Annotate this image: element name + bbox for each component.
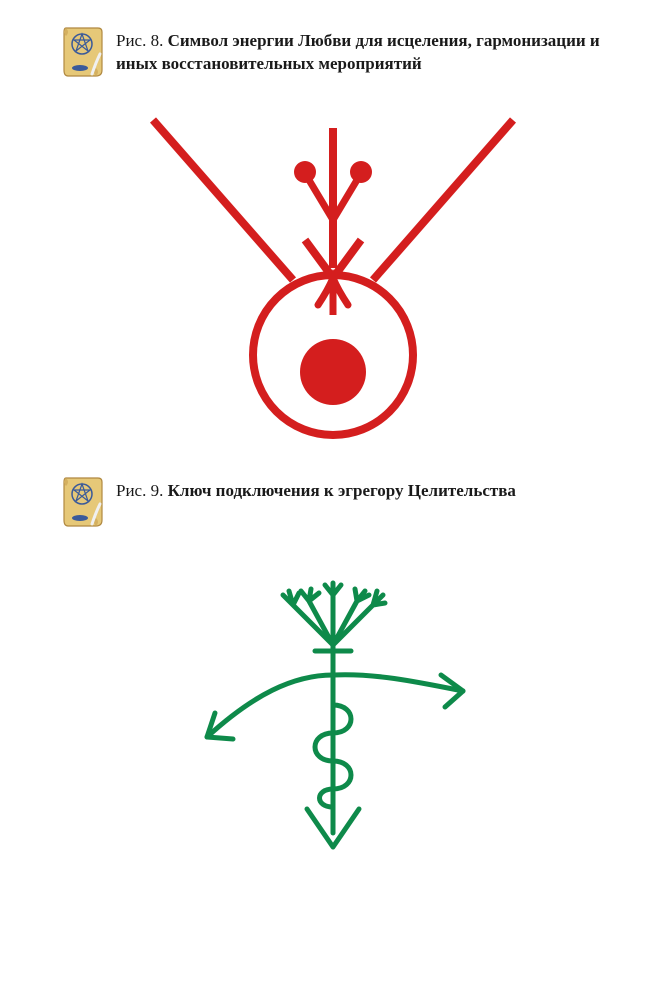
figure-2 bbox=[0, 560, 666, 890]
caption-1-text: Рис. 8. Символ энергии Любви для исцелен… bbox=[116, 30, 606, 76]
caption-1-title: Символ энергии Любви для исцеления, гарм… bbox=[116, 31, 600, 73]
love-energy-symbol bbox=[123, 110, 543, 450]
scroll-pentacle-icon bbox=[60, 474, 104, 530]
caption-block-1: Рис. 8. Символ энергии Любви для исцелен… bbox=[0, 0, 666, 80]
caption-2-text: Рис. 9. Ключ подключения к эгрегору Цели… bbox=[116, 480, 606, 503]
healing-egregor-key bbox=[143, 565, 523, 885]
caption-2-title: Ключ подключения к эгрегору Целительства bbox=[168, 481, 516, 500]
caption-block-2: Рис. 9. Ключ подключения к эгрегору Цели… bbox=[0, 470, 666, 530]
figure-1 bbox=[0, 110, 666, 450]
caption-1-label: Рис. 8. bbox=[116, 31, 163, 50]
caption-2-label: Рис. 9. bbox=[116, 481, 163, 500]
scroll-pentacle-icon bbox=[60, 24, 104, 80]
